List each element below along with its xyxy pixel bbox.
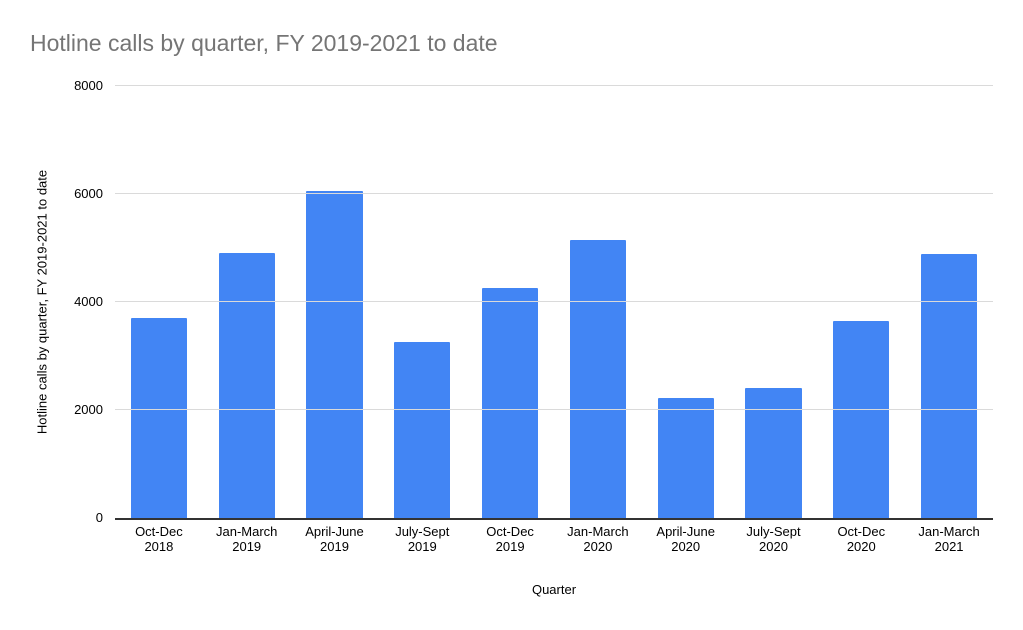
x-tick-year: 2019 (495, 539, 525, 554)
x-tick-year: 2019 (232, 539, 262, 554)
x-tick-quarter: April-June (305, 524, 364, 539)
x-axis-title: Quarter (531, 582, 577, 597)
bar-slot (905, 86, 993, 518)
x-tick-label: Jan-March 2019 (203, 524, 291, 554)
x-tick-year: 2020 (583, 539, 613, 554)
x-tick-label: July-Sept 2020 (730, 524, 818, 554)
y-axis-ticks: 0 2000 4000 6000 8000 (0, 78, 103, 525)
y-tick-label: 0 (95, 510, 103, 525)
y-tick-label: 2000 (74, 402, 103, 417)
x-tick-year: 2019 (407, 539, 437, 554)
x-tick-label: Jan-March 2021 (905, 524, 993, 554)
bar-oct-dec-2018 (130, 318, 187, 518)
bar-jan-march-2021 (920, 254, 978, 518)
gridline (115, 301, 993, 302)
bar-slot (817, 86, 905, 518)
x-tick-label: April-June 2020 (642, 524, 730, 554)
bar-april-june-2019 (306, 190, 363, 518)
x-tick-quarter: Oct-Dec (135, 524, 183, 539)
bar-slot (115, 86, 203, 518)
x-tick-label: Oct-Dec 2018 (115, 524, 203, 554)
x-tick-quarter: Jan-March (567, 524, 629, 539)
x-tick-year: 2019 (320, 539, 349, 554)
bar-jan-march-2019 (218, 253, 275, 518)
bar-oct-dec-2020 (833, 320, 890, 518)
y-tick-label: 8000 (74, 78, 103, 93)
x-tick-label: April-June 2019 (291, 524, 379, 554)
bar-jan-march-2020 (569, 239, 626, 518)
bar-oct-dec-2019 (481, 287, 539, 518)
x-tick-quarter: Jan-March (215, 524, 278, 539)
x-tick-year: 2020 (846, 539, 876, 554)
x-tick-quarter: Jan-March (918, 524, 980, 539)
bar-slot (466, 86, 554, 518)
x-tick-label: Jan-March 2020 (554, 524, 642, 554)
chart-title: Hotline calls by quarter, FY 2019-2021 t… (30, 30, 498, 56)
x-tick-quarter: April-June (656, 524, 715, 539)
bar-slot (642, 86, 730, 518)
plot-area (115, 85, 993, 520)
gridline (115, 85, 993, 86)
x-tick-quarter: July-Sept (746, 524, 801, 539)
x-axis-labels: Oct-Dec 2018 Jan-March 2019 April-June 2019 Ju… (115, 524, 993, 554)
x-tick-year: 2021 (934, 539, 964, 554)
gridline (115, 409, 993, 410)
bar-july-sept-2019 (394, 341, 451, 518)
x-tick-year: 2020 (671, 539, 701, 554)
gridline (115, 193, 993, 194)
x-tick-year: 2018 (144, 539, 174, 554)
bars-group (115, 86, 993, 518)
bar-slot (378, 86, 466, 518)
bar-slot (554, 86, 642, 518)
bar-slot (291, 86, 379, 518)
y-tick-label: 6000 (74, 186, 103, 201)
bar-april-june-2020 (657, 398, 714, 518)
x-tick-quarter: Oct-Dec (837, 524, 886, 539)
x-tick-label: July-Sept 2019 (378, 524, 466, 554)
y-tick-label: 4000 (74, 294, 103, 309)
x-tick-label: Oct-Dec 2020 (817, 524, 905, 554)
x-tick-label: Oct-Dec 2019 (466, 524, 554, 554)
bar-slot (730, 86, 818, 518)
x-tick-quarter: July-Sept (395, 524, 450, 539)
bar-july-sept-2020 (745, 388, 802, 518)
x-tick-quarter: Oct-Dec (486, 524, 534, 539)
bar-slot (203, 86, 291, 518)
x-tick-year: 2020 (759, 539, 788, 554)
